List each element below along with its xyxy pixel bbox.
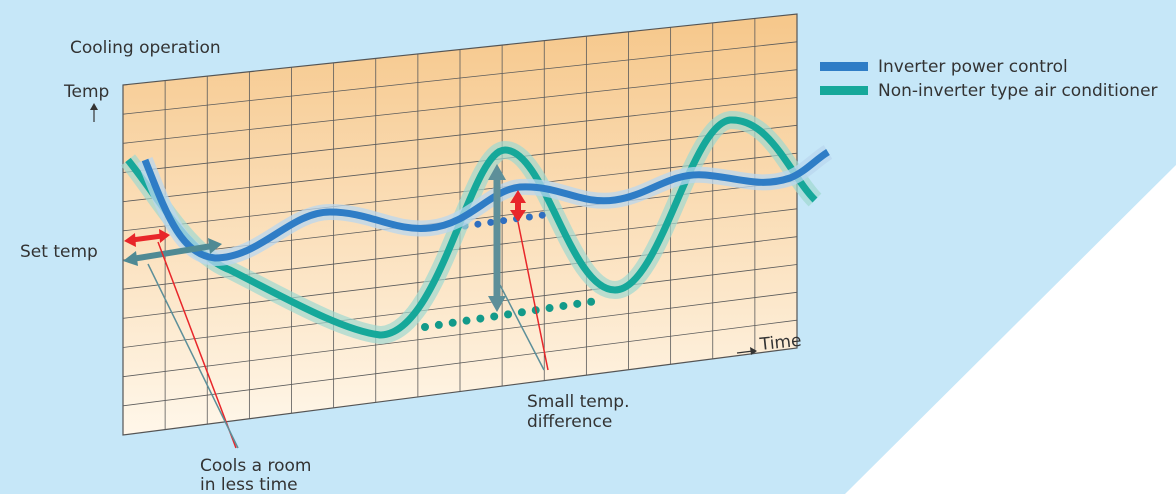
non-inverter-curve: [125, 116, 818, 339]
legend-swatch: [820, 62, 868, 71]
callout: in less time: [200, 475, 298, 494]
arrow-head: [510, 210, 526, 222]
grid-line: [122, 291, 798, 378]
leader-line: [499, 284, 545, 371]
arrow-head: [750, 347, 757, 355]
legend-label: Inverter power control: [878, 57, 1068, 77]
arrow-head: [208, 238, 222, 254]
arrow-head: [488, 164, 506, 180]
grid-line: [122, 319, 798, 407]
callout: Small temp.: [527, 392, 630, 412]
y-axis-label: Temp: [63, 82, 109, 102]
set-temp-label: Set temp: [20, 242, 98, 262]
grid-line: [122, 97, 798, 173]
grid-line: [122, 41, 798, 115]
title: Cooling operation: [70, 38, 221, 58]
arrow-head: [488, 296, 506, 312]
inverter-arrow: [131, 233, 163, 243]
time-axis-arrow: [736, 350, 754, 354]
leader-line: [157, 241, 237, 449]
non-inverter-arrow: [131, 243, 213, 262]
arrow-head: [124, 233, 136, 247]
legend-swatch: [820, 86, 868, 95]
inverter-curve: [141, 149, 830, 262]
non-inverter-range-dots: [421, 297, 600, 331]
arrow-head: [510, 190, 526, 203]
grid-line: [122, 236, 798, 319]
arrow-head: [90, 103, 98, 110]
x-axis-label: Time: [758, 331, 802, 355]
grid-line: [122, 124, 798, 203]
callout: Cools a room: [200, 456, 311, 476]
callout: difference: [527, 412, 612, 432]
arrow-head: [123, 251, 138, 266]
inverter-range-dots: [461, 209, 562, 230]
leader-line: [517, 221, 549, 371]
legend-label: Non-inverter type air conditioner: [878, 81, 1158, 101]
background-wedge: [845, 165, 1176, 494]
arrow-head: [159, 229, 170, 243]
arrows: [90, 103, 757, 449]
leader-line: [147, 263, 239, 449]
grid-line: [122, 69, 798, 144]
grid-line: [122, 264, 798, 348]
